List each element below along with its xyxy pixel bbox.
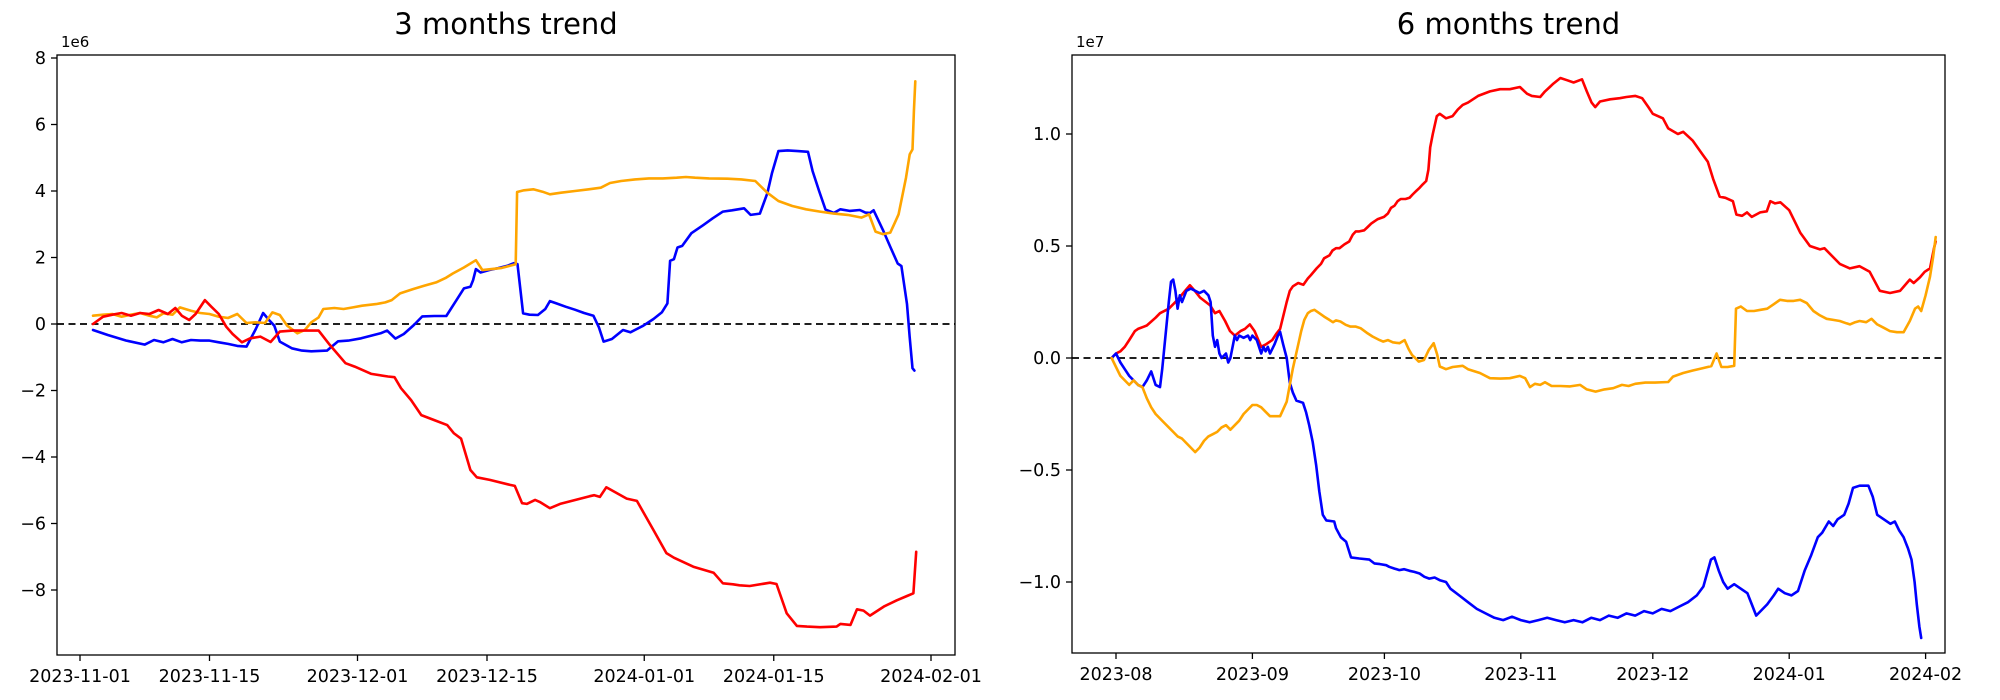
x-tick-label: 2024-01-01 (593, 667, 695, 687)
chart-title-3-months: 3 months trend (394, 7, 618, 41)
axes-frame (1071, 54, 1946, 654)
y-tick-label: −8 (20, 581, 46, 601)
x-tick-label: 2023-12-15 (436, 667, 538, 687)
series-line-orange (91, 80, 917, 335)
y-tick-label: 0.0 (1033, 349, 1061, 369)
series-line-orange (1110, 235, 1937, 454)
axes-frame (56, 54, 956, 656)
y-tick-label: 2 (35, 249, 46, 269)
x-tick-label: 2024-01 (1753, 665, 1826, 685)
x-tick-label: 2023-09 (1216, 665, 1289, 685)
chart-group-0: 2023-11-01 2023-11-15 2023-12-01 2023-12-15… (20, 33, 982, 687)
axis-offset-label: 1e6 (61, 33, 89, 51)
y-tick-label: 4 (35, 182, 46, 202)
x-tick-label: 2023-08 (1079, 665, 1152, 685)
y-tick-label: −2 (20, 382, 46, 402)
x-tick-label: 2023-11-01 (29, 667, 131, 687)
x-tick-label: 2023-12 (1616, 665, 1689, 685)
series-line-blue (1110, 278, 1923, 640)
chart-group-1: 2023-08 2023-09 2023-10 2023-11 2023-12 2024-… (1019, 33, 1963, 685)
y-tick-label: 6 (35, 116, 46, 136)
x-tick-label: 2024-02-01 (880, 667, 982, 687)
y-tick-label: 0.5 (1033, 237, 1061, 257)
x-tick-label: 2023-11-15 (159, 667, 261, 687)
chart-title-6-months: 6 months trend (1396, 7, 1621, 41)
y-tick-label: −0.5 (1019, 461, 1062, 481)
x-tick-label: 2024-02 (1889, 665, 1962, 685)
y-tick-label: −6 (20, 515, 46, 535)
x-tick-label: 2023-12-01 (307, 667, 409, 687)
axis-offset-label: 1e7 (1076, 33, 1104, 51)
x-tick-label: 2023-11 (1484, 665, 1557, 685)
y-tick-label: −4 (20, 448, 46, 468)
x-tick-label: 2024-01-15 (723, 667, 825, 687)
y-tick-label: 1.0 (1033, 125, 1061, 145)
series-line-blue (91, 149, 916, 372)
y-tick-label: 0 (35, 315, 46, 335)
y-tick-label: 8 (35, 49, 46, 69)
x-tick-label: 2023-10 (1348, 665, 1421, 685)
series-line-red (91, 298, 918, 629)
series-line-red (1110, 76, 1937, 360)
y-tick-label: −1.0 (1019, 573, 1062, 593)
